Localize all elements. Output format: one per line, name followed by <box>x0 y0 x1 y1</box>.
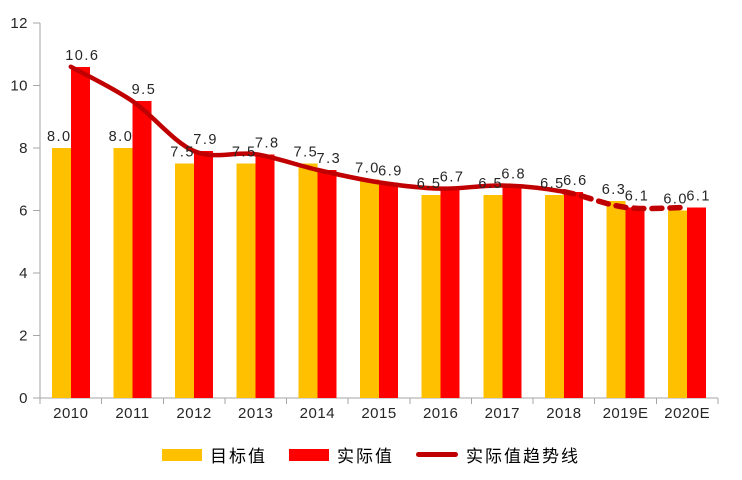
bar-actual-2013 <box>255 154 275 398</box>
data-label-target-2011: 8.0 <box>109 129 134 145</box>
x-category-label-2019e: 2019E <box>603 405 649 422</box>
data-label-actual-2016: 6.7 <box>440 170 465 186</box>
bar-actual-2014 <box>317 169 337 398</box>
bar-target-2015 <box>360 179 379 398</box>
data-label-target-2014: 7.5 <box>294 145 319 161</box>
legend-label-actual: 实际值 <box>337 447 394 467</box>
trendline-dashed-projection <box>561 189 690 212</box>
bar-actual-2017 <box>502 185 522 398</box>
bar-target-2019e <box>606 201 626 398</box>
x-category-label-2011: 2011 <box>115 405 149 422</box>
x-category-label-2020e: 2020E <box>664 405 710 422</box>
x-category-label-2015: 2015 <box>361 405 396 422</box>
chart-legend: 目标值 实际值 实际值趋势线 <box>0 442 742 467</box>
bar-actual-2012 <box>194 151 214 398</box>
chart-plot-area: 0 2 4 6 8 10 12 2010 2011 2012 2013 2014 2015 2016 201… <box>10 15 719 422</box>
x-category-label-2014: 2014 <box>300 405 335 422</box>
data-label-target-2010: 8.0 <box>47 129 72 145</box>
y-tick-label-0: 0 <box>19 390 28 407</box>
data-label-target-2015: 7.0 <box>355 160 380 176</box>
data-label-actual-2010: 10.6 <box>65 48 99 64</box>
x-category-label-2010: 2010 <box>53 405 88 422</box>
y-tick-label-4: 4 <box>19 265 28 282</box>
legend-item-actual: 实际值 <box>289 442 394 467</box>
data-label-target-2018: 6.5 <box>540 176 565 192</box>
y-tick-label-6: 6 <box>19 203 28 220</box>
legend-item-target: 目标值 <box>162 442 267 467</box>
data-label-actual-2019e: 6.1 <box>625 188 650 204</box>
data-label-actual-2017: 6.8 <box>501 167 526 183</box>
data-label-actual-2020e: 6.1 <box>686 188 711 204</box>
data-label-target-2013: 7.5 <box>232 145 257 161</box>
legend-swatch-target-bar <box>162 448 202 461</box>
bar-actual-2016 <box>440 188 460 398</box>
x-category-label-2018: 2018 <box>546 405 581 422</box>
bar-actual-2011 <box>132 101 152 398</box>
data-label-target-2020e: 6.0 <box>663 192 688 208</box>
y-tick-label-10: 10 <box>10 78 28 95</box>
bar-target-2013 <box>236 163 256 398</box>
bar-actual-2010 <box>70 66 90 398</box>
x-category-label-2016: 2016 <box>423 405 458 422</box>
legend-label-trendline: 实际值趋势线 <box>466 447 580 467</box>
bar-target-2017 <box>483 194 503 398</box>
data-label-target-2019e: 6.3 <box>602 182 627 198</box>
data-label-actual-2018: 6.6 <box>563 173 588 189</box>
bar-target-2010 <box>51 148 71 398</box>
bar-actual-2018 <box>563 191 583 398</box>
data-label-target-2016: 6.5 <box>417 176 442 192</box>
x-category-label-2017: 2017 <box>485 405 520 422</box>
x-category-label-2013: 2013 <box>238 405 273 422</box>
bar-target-2016 <box>421 194 441 398</box>
bar-target-2011 <box>113 148 133 398</box>
data-label-actual-2011: 9.5 <box>132 82 157 98</box>
bar-target-2020e <box>668 210 688 398</box>
legend-item-trendline: 实际值趋势线 <box>416 442 580 467</box>
bar-target-2018 <box>544 194 564 398</box>
bar-actual-2019e <box>625 207 645 398</box>
bar-actual-2020e <box>687 207 707 398</box>
legend-swatch-trendline <box>416 452 458 457</box>
data-label-actual-2015: 6.9 <box>378 163 403 179</box>
y-tick-label-2: 2 <box>19 328 28 345</box>
data-label-actual-2014: 7.3 <box>317 151 342 167</box>
y-tick-label-12: 12 <box>10 15 28 32</box>
trendline-solid <box>68 64 567 194</box>
data-label-actual-2012: 7.9 <box>193 132 218 148</box>
bar-actual-2015 <box>379 182 398 398</box>
bar-target-2014 <box>298 163 318 398</box>
data-label-actual-2013: 7.8 <box>255 135 280 151</box>
data-label-target-2017: 6.5 <box>478 176 503 192</box>
data-label-target-2012: 7.5 <box>170 145 195 161</box>
legend-swatch-actual-bar <box>289 448 329 461</box>
y-tick-label-8: 8 <box>19 140 28 157</box>
x-category-label-2012: 2012 <box>176 405 211 422</box>
legend-label-target: 目标值 <box>210 447 267 467</box>
bar-target-2012 <box>175 163 195 398</box>
